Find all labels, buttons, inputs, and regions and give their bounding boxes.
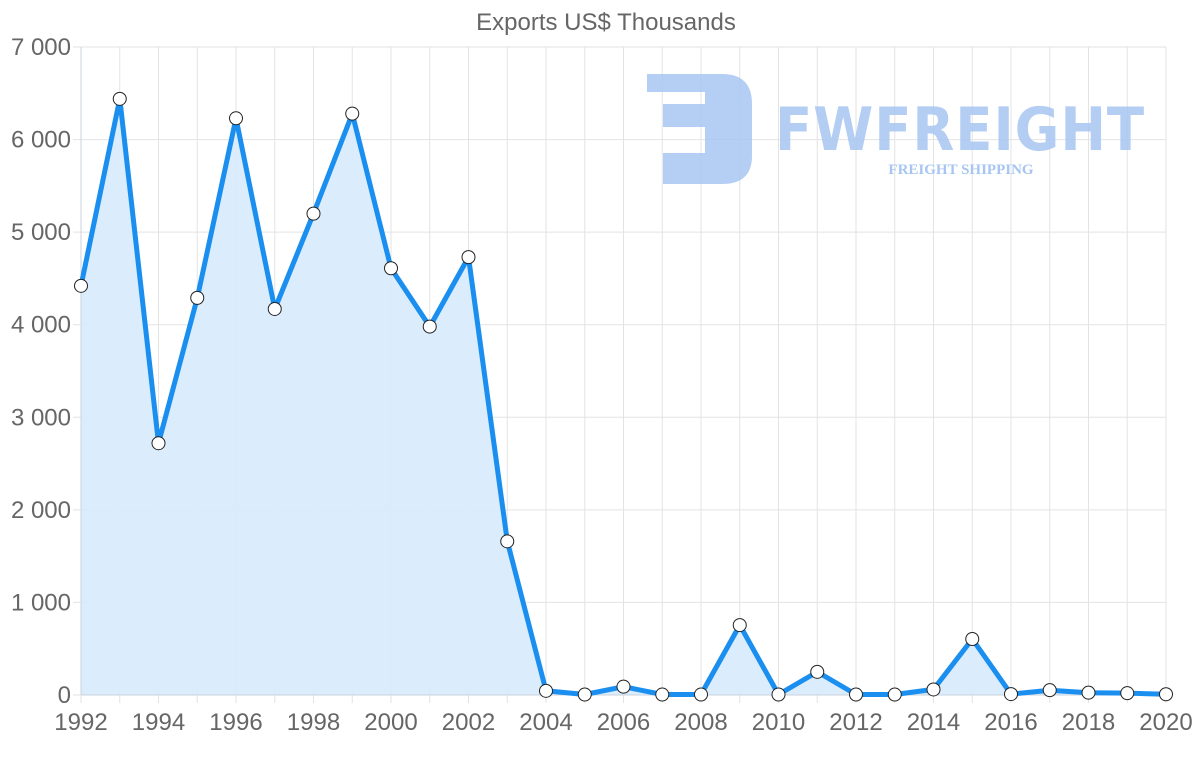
data-point-2019[interactable] [1120, 686, 1135, 701]
y-axis-ticks: 0 1 000 2 000 3 000 4 000 5 000 6 000 7 000 [11, 34, 71, 709]
x-tick-label: 2008 [674, 709, 727, 736]
y-tick-label: 3 000 [11, 404, 71, 431]
data-point-1994[interactable] [151, 436, 166, 451]
x-tick-label: 2006 [597, 709, 650, 736]
data-point-1993[interactable] [112, 91, 127, 106]
x-tick-label: 1992 [54, 709, 107, 736]
series-area-fill [81, 98, 1166, 696]
x-tick-label: 2012 [829, 709, 882, 736]
data-point-1996[interactable] [229, 111, 243, 126]
data-point-1997[interactable] [267, 301, 282, 316]
x-tick-label: 2010 [752, 709, 805, 736]
data-point-1995[interactable] [190, 290, 205, 305]
x-tick-label: 1998 [287, 709, 340, 736]
x-tick-label: 2016 [984, 709, 1037, 736]
y-tick-label: 7 000 [11, 34, 71, 61]
data-point-2008[interactable] [694, 687, 708, 702]
data-point-2011[interactable] [810, 664, 825, 679]
data-point-2004[interactable] [539, 683, 553, 698]
chart-title: Exports US$ Thousands [476, 9, 736, 36]
data-points [74, 91, 1173, 702]
data-point-2000[interactable] [384, 261, 398, 276]
y-tick-label: 0 [58, 682, 71, 709]
data-point-2009[interactable] [732, 618, 747, 633]
data-point-1998[interactable] [306, 206, 321, 221]
axes [80, 47, 1166, 696]
data-point-2010[interactable] [771, 687, 786, 702]
watermark-tagline: FREIGHT SHIPPING [888, 162, 1033, 178]
data-point-2005[interactable] [577, 687, 592, 702]
x-tick-label: 2000 [364, 709, 417, 736]
y-tick-label: 5 000 [11, 219, 71, 246]
data-point-2012[interactable] [849, 687, 863, 702]
x-tick-label: 2002 [442, 709, 495, 736]
x-tick-label: 2014 [907, 709, 960, 736]
data-point-2002[interactable] [461, 250, 476, 265]
watermark-brand: FWFREIGHT [775, 95, 1145, 165]
y-tick-label: 1 000 [11, 589, 71, 616]
data-point-2020[interactable] [1159, 687, 1173, 702]
y-tick-label: 4 000 [11, 312, 71, 339]
y-tick-label: 2 000 [11, 497, 71, 524]
data-point-2006[interactable] [616, 679, 631, 694]
x-tick-label: 1996 [209, 709, 262, 736]
data-point-2001[interactable] [422, 319, 437, 334]
x-tick-label: 2018 [1062, 709, 1115, 736]
x-tick-label: 2004 [519, 709, 572, 736]
x-tick-label: 2020 [1139, 709, 1192, 736]
data-point-1999[interactable] [345, 106, 360, 121]
data-point-2003[interactable] [500, 534, 515, 549]
fwfreight-watermark: FWFREIGHT FREIGHT SHIPPING [647, 74, 1145, 184]
x-axis-ticks: 1992 1994 1996 1998 2000 2002 2004 2006 2008 2010… [54, 709, 1192, 736]
y-tick-label: 6 000 [11, 127, 71, 154]
data-point-2013[interactable] [887, 687, 902, 702]
x-tick-label: 1994 [132, 709, 185, 736]
data-point-2018[interactable] [1081, 685, 1096, 700]
data-point-2017[interactable] [1042, 683, 1057, 698]
data-point-2015[interactable] [965, 631, 980, 646]
fwfreight-logo-icon [647, 74, 752, 184]
data-point-2007[interactable] [655, 687, 670, 702]
data-point-2016[interactable] [1004, 687, 1018, 702]
data-point-1992[interactable] [74, 278, 88, 293]
data-point-2014[interactable] [926, 682, 941, 697]
